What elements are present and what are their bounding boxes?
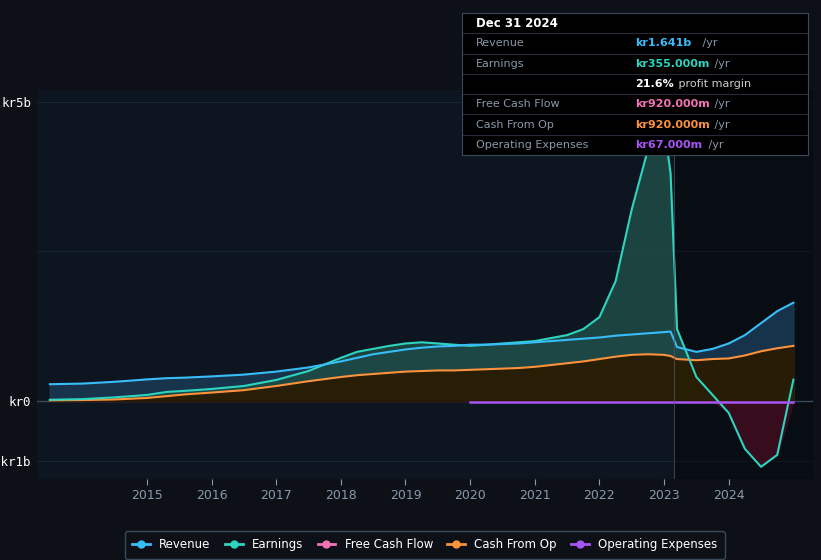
Text: kr920.000m: kr920.000m [635, 120, 710, 130]
Text: /yr: /yr [711, 59, 730, 69]
Text: /yr: /yr [705, 140, 723, 150]
Text: Cash From Op: Cash From Op [476, 120, 554, 130]
Text: kr67.000m: kr67.000m [635, 140, 702, 150]
Text: 21.6%: 21.6% [635, 79, 674, 89]
Text: /yr: /yr [711, 120, 730, 130]
Text: /yr: /yr [711, 99, 730, 109]
Text: Earnings: Earnings [476, 59, 525, 69]
Legend: Revenue, Earnings, Free Cash Flow, Cash From Op, Operating Expenses: Revenue, Earnings, Free Cash Flow, Cash … [125, 531, 725, 558]
Text: Free Cash Flow: Free Cash Flow [476, 99, 560, 109]
Text: profit margin: profit margin [675, 79, 751, 89]
Text: Revenue: Revenue [476, 38, 525, 48]
Text: /yr: /yr [699, 38, 717, 48]
Text: kr920.000m: kr920.000m [635, 99, 710, 109]
Text: Dec 31 2024: Dec 31 2024 [476, 17, 558, 30]
Text: kr1.641b: kr1.641b [635, 38, 691, 48]
Text: kr355.000m: kr355.000m [635, 59, 709, 69]
Text: Operating Expenses: Operating Expenses [476, 140, 589, 150]
Bar [674, 90, 813, 479]
